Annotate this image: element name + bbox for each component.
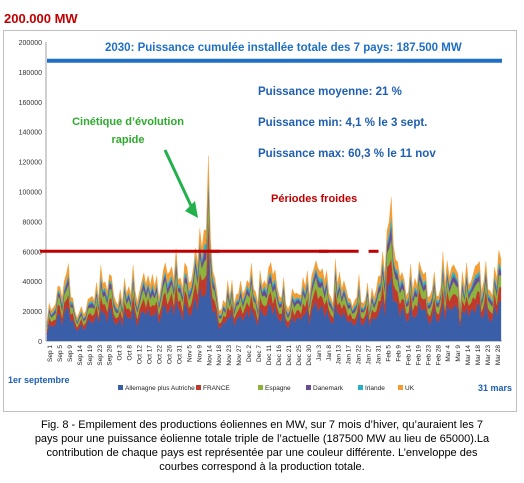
legend-label-0: Allemagne plus Autriche xyxy=(125,385,195,392)
x-tick-label: Jan 22 xyxy=(356,345,363,365)
chart-frame xyxy=(3,30,517,412)
annotation-kinetics-line1: Cinétique d’évolution xyxy=(72,116,184,128)
x-tick-label: Oct 8 xyxy=(127,345,134,361)
annotation-kinetics-line2: rapide xyxy=(111,134,144,146)
x-tick-label: Feb 9 xyxy=(395,345,402,362)
annotation-cold-periods: Périodes froides xyxy=(271,193,357,205)
legend-label-1: FRANCE xyxy=(203,385,230,392)
legend-swatch-5 xyxy=(398,385,403,390)
x-tick-label: Dec 25 xyxy=(296,345,303,366)
annotations: Puissance moyenne: 21 % Puissance min: 4,… xyxy=(40,86,436,253)
x-tick-label: Dec 7 xyxy=(256,345,263,362)
x-tick-label: Mar 18 xyxy=(475,345,482,366)
legend-label-4: Irlande xyxy=(365,385,385,392)
caption-line-3: contribution de chaque pays est représen… xyxy=(46,447,478,459)
x-tick-label: Jan 3 xyxy=(316,345,323,361)
x-tick-label: Mar 28 xyxy=(495,345,502,366)
y-tick-label: 60000 xyxy=(23,249,43,256)
kinetics-arrow-shaft xyxy=(163,149,195,211)
legend-label-3: Danemark xyxy=(313,385,344,392)
x-tick-label: Mar 9 xyxy=(455,345,462,362)
x-tick-label: Feb 23 xyxy=(425,345,432,366)
x-tick-label: Nov 14 xyxy=(206,345,213,366)
x-tick-label: Mar 14 xyxy=(465,345,472,366)
x-start-label: 1er septembre xyxy=(8,375,70,385)
x-tick-label: Dec 11 xyxy=(266,345,273,365)
series-areas xyxy=(46,155,502,342)
x-tick-label: Jan 31 xyxy=(376,345,383,365)
x-tick-label: Sep 9 xyxy=(67,345,74,362)
x-tick-label: Sep 14 xyxy=(77,345,84,366)
x-tick-label: Sep 19 xyxy=(87,345,94,366)
x-tick-label: Nov 5 xyxy=(186,345,193,362)
y-tick-label: 200000 xyxy=(19,40,42,47)
y-tick-label: 140000 xyxy=(19,130,42,137)
legend-swatch-3 xyxy=(306,385,311,390)
caption-line-4: courbes correspond à la production total… xyxy=(159,461,365,473)
annotation-min-power: Puissance min: 4,1 % le 3 sept. xyxy=(258,117,427,129)
y-tick-label: 120000 xyxy=(19,160,42,167)
x-tick-label: Dec 2 xyxy=(246,345,253,362)
x-tick-label: Feb 28 xyxy=(435,345,442,366)
y-tick-label: 80000 xyxy=(23,219,43,226)
x-tick-label: Dec 30 xyxy=(306,345,313,366)
y-axis: 0 20000 40000 60000 80000 100000 120000 140000 1… xyxy=(19,40,47,346)
y-tick-label: 20000 xyxy=(23,309,43,316)
figure-caption: Fig. 8 - Empilement des productions éoli… xyxy=(6,418,518,474)
legend-swatch-2 xyxy=(258,385,263,390)
x-axis: Sep 1 Sep 5 Sep 9 Sep 14 Sep 19 Sep 23 Sep 28 O… xyxy=(8,340,512,393)
legend-swatch-4 xyxy=(358,385,363,390)
annotation-mean-power: Puissance moyenne: 21 % xyxy=(258,86,402,98)
x-tick-label: Oct 3 xyxy=(117,345,124,361)
x-tick-label: Nov 9 xyxy=(196,345,203,362)
kinetics-arrow-head xyxy=(185,201,198,218)
series-area-5 xyxy=(46,155,502,325)
x-tick-label: Oct 31 xyxy=(176,345,183,365)
x-tick-label: Sep 23 xyxy=(97,345,104,366)
x-tick-label: Mar 4 xyxy=(445,345,452,362)
x-tick-label: Oct 12 xyxy=(137,345,144,365)
x-tick-label: Feb 19 xyxy=(415,345,422,366)
capacity-line-group: 2030: Puissance cumulée installée totale… xyxy=(47,42,502,63)
x-tick-label: Sep 1 xyxy=(47,345,54,362)
legend-label-2: Espagne xyxy=(265,385,291,392)
x-tick-label: Jan 17 xyxy=(346,345,353,365)
capacity-line-label: 2030: Puissance cumulée installée totale… xyxy=(105,42,462,54)
x-tick-label: Mar 23 xyxy=(485,345,492,366)
y-tick-label: 40000 xyxy=(23,279,43,286)
annotation-max-power: Puissance max: 60,3 % le 11 nov xyxy=(258,148,436,160)
top-capacity-label: 200.000 MW xyxy=(4,11,78,26)
x-tick-label: Jan 13 xyxy=(336,345,343,365)
x-tick-label: Feb 14 xyxy=(405,345,412,366)
x-tick-label: Nov 18 xyxy=(216,345,223,366)
caption-line-2: pays pour une puissance éolienne totale … xyxy=(34,433,490,445)
x-tick-label: Dec 21 xyxy=(286,345,293,366)
y-tick-label: 0 xyxy=(38,339,42,346)
x-tick-label: Nov 27 xyxy=(236,345,243,366)
x-tick-label: Sep 5 xyxy=(57,345,64,362)
x-tick-label: Jan 8 xyxy=(326,345,333,361)
legend-label-5: UK xyxy=(405,385,415,392)
x-end-label: 31 mars xyxy=(478,383,512,393)
x-tick-label: Nov 23 xyxy=(226,345,233,366)
x-tick-label: Jan 27 xyxy=(366,345,373,365)
legend-swatch-0 xyxy=(118,385,123,390)
y-tick-label: 100000 xyxy=(19,190,42,197)
x-tick-label: Oct 17 xyxy=(147,345,154,365)
legend-swatch-1 xyxy=(196,385,201,390)
stacked-area-chart: 0 20000 40000 60000 80000 100000 120000 140000 1… xyxy=(8,40,512,393)
x-tick-label: Dec 16 xyxy=(276,345,283,366)
x-tick-label: Sep 28 xyxy=(107,345,114,366)
y-tick-label: 160000 xyxy=(19,100,42,107)
caption-line-1: Fig. 8 - Empilement des productions éoli… xyxy=(40,419,484,431)
x-tick-label: Oct 22 xyxy=(157,345,164,365)
x-tick-label: Oct 26 xyxy=(166,345,173,365)
x-tick-label: Feb 5 xyxy=(385,345,392,362)
legend: Allemagne plus Autriche FRANCE Espagne Dane… xyxy=(118,385,415,392)
y-tick-label: 180000 xyxy=(19,70,42,77)
